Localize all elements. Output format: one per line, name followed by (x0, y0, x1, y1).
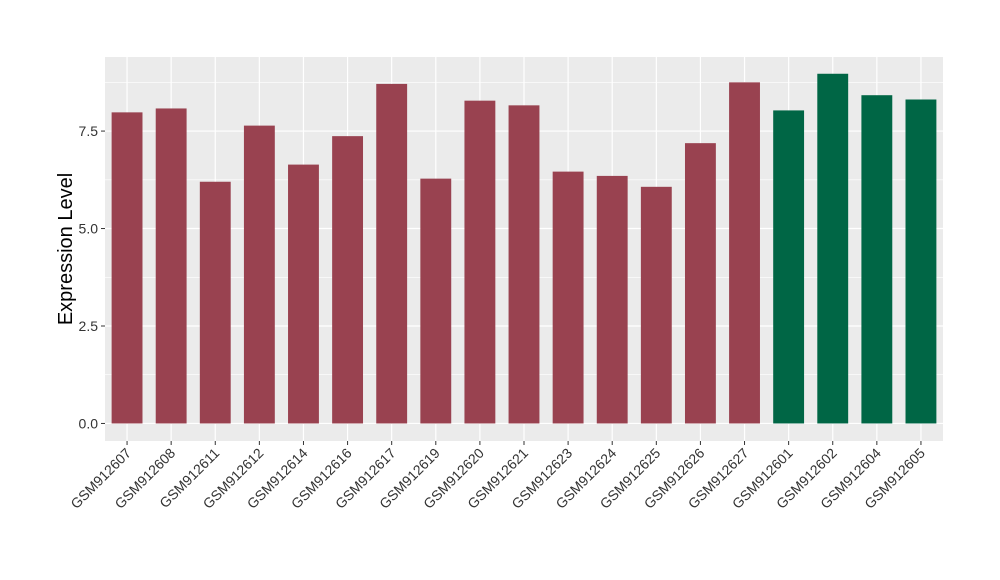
bar-GSM912607 (111, 112, 143, 424)
y-axis-title: Expression Level (55, 173, 77, 325)
bar-GSM912604 (861, 95, 893, 424)
y-tick-label: 0.0 (79, 415, 99, 431)
bar-GSM912602 (817, 73, 849, 424)
y-tick-label: 5.0 (79, 221, 99, 237)
y-tick-label: 7.5 (79, 123, 99, 139)
bars (111, 73, 937, 424)
bar-GSM912601 (773, 110, 805, 424)
bar-GSM912614 (288, 164, 319, 424)
bar-GSM912616 (332, 136, 364, 424)
bar-GSM912608 (155, 108, 187, 424)
bar-GSM912612 (243, 125, 275, 424)
bar-GSM912620 (464, 100, 496, 424)
bar-GSM912617 (376, 83, 408, 424)
bar-GSM912621 (508, 105, 540, 424)
bar-GSM912605 (905, 99, 937, 424)
x-axis: GSM912607GSM912608GSM912611GSM912612GSM9… (67, 441, 928, 512)
bar-GSM912625 (640, 186, 672, 424)
bar-GSM912626 (684, 143, 716, 424)
bar-GSM912624 (596, 175, 628, 424)
bar-GSM912623 (552, 171, 584, 424)
bar-GSM912619 (420, 178, 452, 424)
y-tick-label: 2.5 (79, 318, 99, 334)
y-axis: 0.0 2.5 5.0 7.5 (79, 123, 105, 431)
bar-GSM912627 (729, 82, 760, 424)
bar-GSM912611 (199, 181, 231, 424)
